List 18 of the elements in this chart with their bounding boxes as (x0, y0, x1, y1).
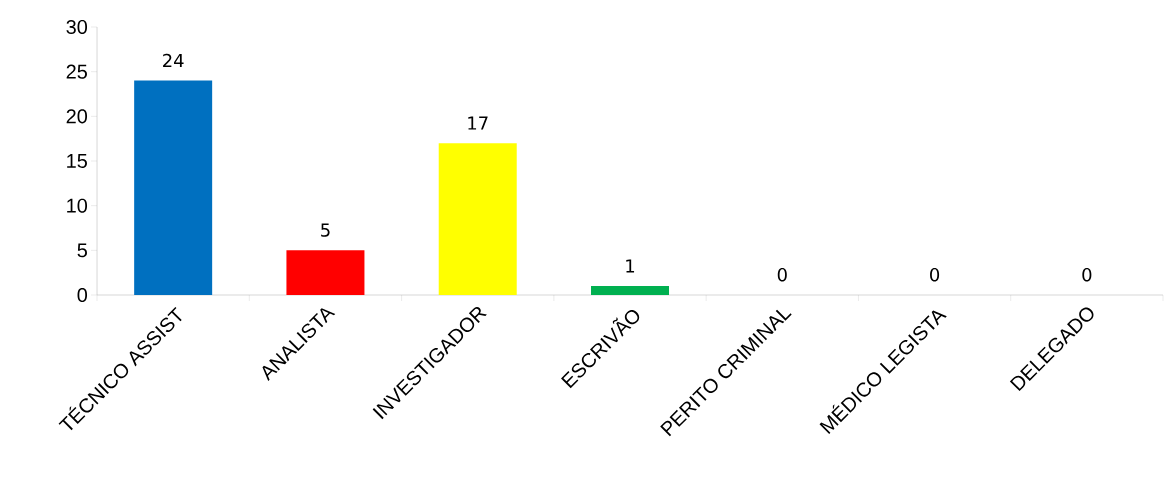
y-tick-label: 5 (77, 243, 87, 258)
data-label: 0 (1082, 267, 1092, 282)
y-tick-label: 20 (66, 109, 88, 124)
y-tick-label: 0 (77, 287, 88, 303)
y-tick-label: 25 (66, 64, 87, 79)
data-label: 0 (777, 267, 787, 282)
y-tick-label: 15 (67, 154, 87, 168)
bar (286, 250, 365, 296)
bar (134, 80, 213, 296)
data-label: 17 (468, 116, 488, 130)
y-tick-label: 10 (67, 198, 88, 213)
data-label: 1 (626, 259, 635, 273)
bar (591, 286, 670, 296)
y-tick-label: 30 (66, 19, 88, 35)
data-label: 24 (163, 53, 184, 68)
data-label: 5 (321, 223, 330, 237)
data-label: 0 (930, 267, 940, 282)
bar (438, 143, 517, 296)
